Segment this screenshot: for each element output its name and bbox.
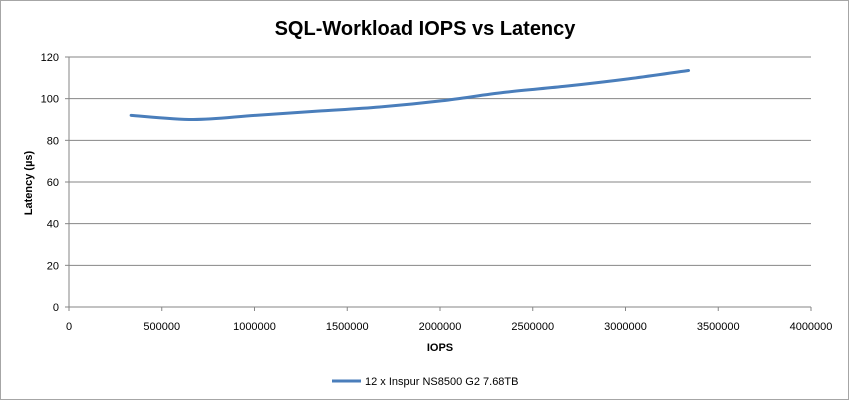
x-tick-label: 2000000 <box>419 321 462 333</box>
y-tick-label: 0 <box>53 302 59 314</box>
series-layer <box>129 69 691 121</box>
x-tick-label: 1500000 <box>326 321 369 333</box>
y-axis-label: Latency (µs) <box>23 150 35 215</box>
y-tick-label: 80 <box>47 135 59 147</box>
legend: 12 x Inspur NS8500 G2 7.68TB <box>332 376 518 388</box>
x-tick-label: 4000000 <box>790 321 833 333</box>
x-tick-labels: 0 500000 1000000 1500000 2000000 2500000 30000… <box>66 307 832 333</box>
x-tick-label: 2500000 <box>511 321 554 333</box>
x-tick-label: 1000000 <box>233 321 276 333</box>
y-tick-label: 100 <box>41 94 59 106</box>
y-tick-label: 60 <box>47 177 59 189</box>
y-tick-labels: 0 20 40 60 80 100 120 <box>41 52 69 314</box>
chart-title: SQL-Workload IOPS vs Latency <box>275 18 577 40</box>
x-axis-label: IOPS <box>427 342 453 354</box>
y-tick-label: 20 <box>47 260 59 272</box>
grid-lines <box>69 56 811 266</box>
x-tick-label: 500000 <box>143 321 180 333</box>
series-line-0 <box>129 69 691 121</box>
x-tick-label: 3000000 <box>604 321 647 333</box>
y-tick-label: 40 <box>47 219 59 231</box>
y-tick-label: 120 <box>41 52 59 64</box>
x-tick-label: 3500000 <box>697 321 740 333</box>
legend-label: 12 x Inspur NS8500 G2 7.68TB <box>365 376 518 388</box>
x-tick-label: 0 <box>66 321 72 333</box>
